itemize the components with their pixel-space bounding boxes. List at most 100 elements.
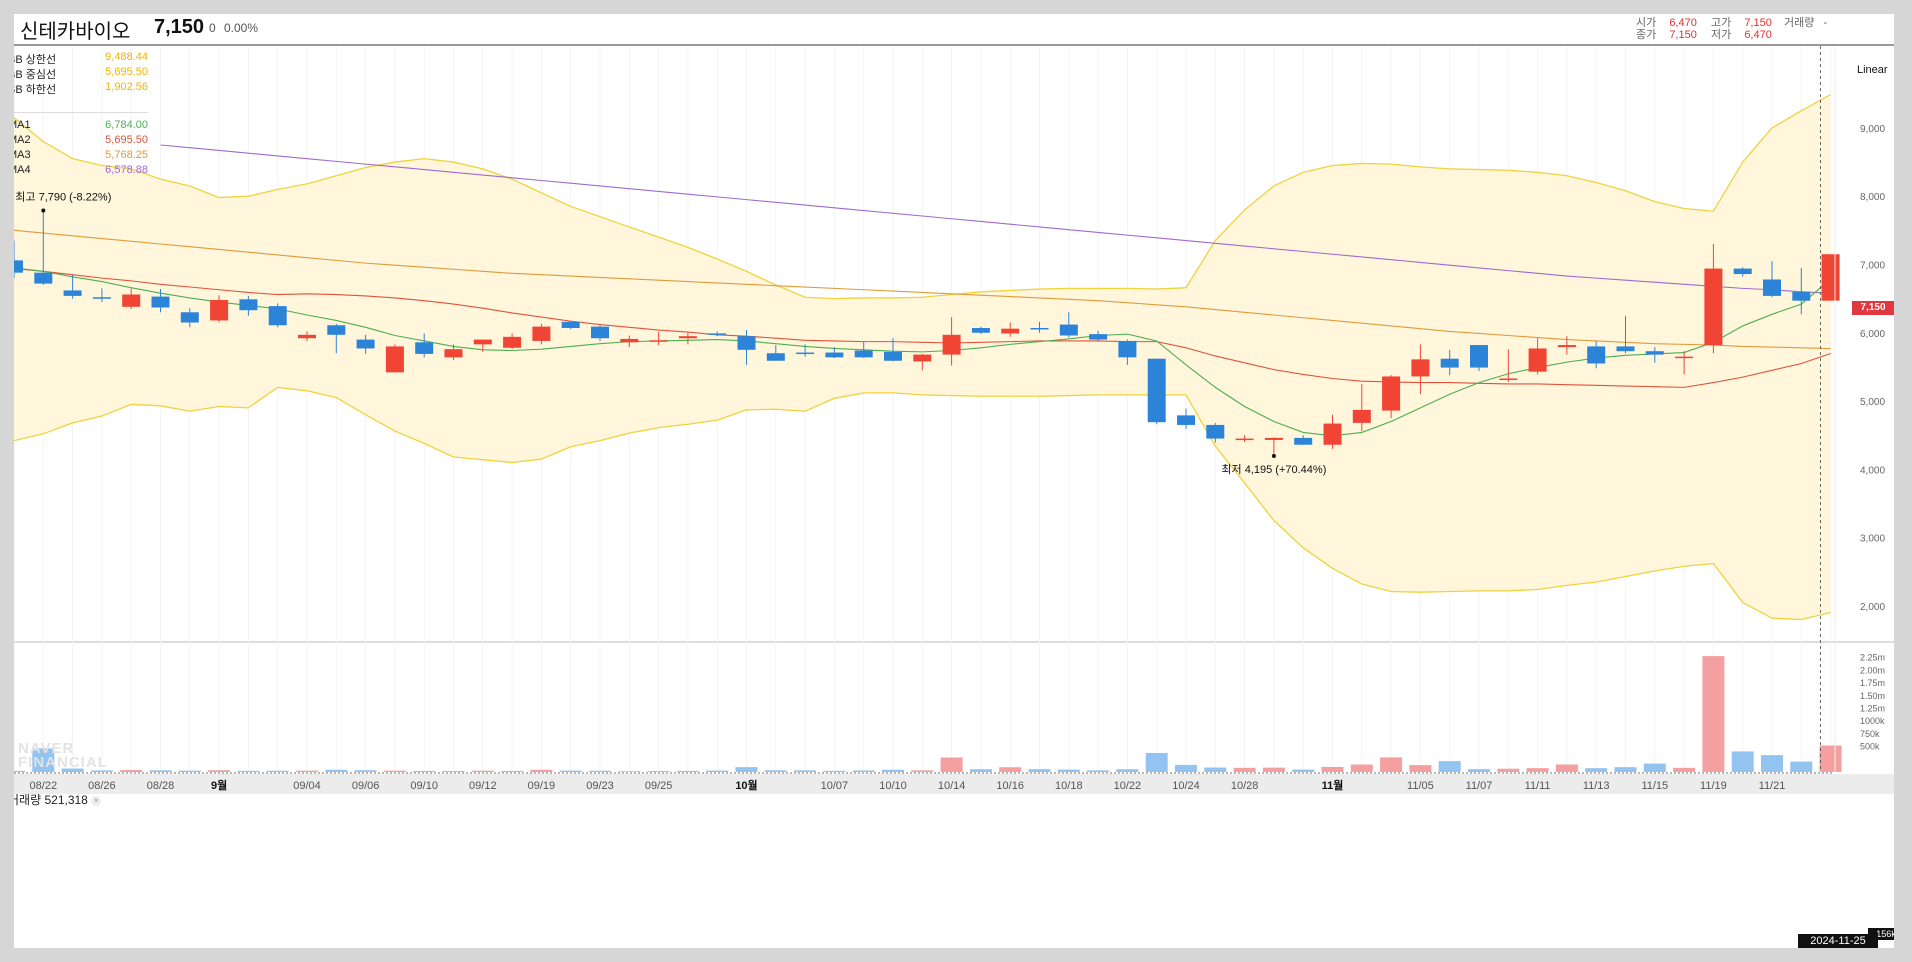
x-axis-bar xyxy=(14,774,1894,794)
volume-bar xyxy=(237,770,260,772)
current-price-tag: 7,150 xyxy=(1852,301,1894,315)
candle-body xyxy=(1440,358,1459,368)
x-tick-label: 11/07 xyxy=(1466,780,1493,792)
x-tick-label: 08/28 xyxy=(147,780,175,792)
volume-bar xyxy=(1409,765,1432,772)
chart-window: 2,000 3,000 4,000 5,000 6,000 7,000 8,000 9,000… xyxy=(14,14,1894,948)
volume-bar xyxy=(354,770,377,772)
volume-bar xyxy=(969,769,992,772)
volume-bar xyxy=(1468,769,1490,772)
candle-body xyxy=(884,351,902,361)
price-tick-label: 9,000 xyxy=(1860,124,1885,135)
legend-bb-upper[interactable]: BB 상한선 9,488.44 xyxy=(14,51,148,67)
candle-body xyxy=(1382,376,1401,411)
volume-bar xyxy=(559,770,582,772)
candle-body xyxy=(444,349,463,358)
volume-tick-label: 1.50m xyxy=(1860,691,1885,701)
volume-bar xyxy=(706,770,729,772)
price-tick-label: 2,000 xyxy=(1860,602,1885,613)
legend-value: 5,695.50 xyxy=(105,134,148,146)
price-tick-label: 4,000 xyxy=(1860,465,1885,476)
x-tick-label: 11/19 xyxy=(1700,780,1727,792)
legend-bb-middle[interactable]: BB 중심선 5,695.50 xyxy=(14,66,148,82)
legend-value: 5,768.25 xyxy=(105,149,148,161)
ma2-line xyxy=(14,268,1831,388)
candle-body xyxy=(913,354,932,362)
volume-bar xyxy=(911,770,934,772)
candle-body xyxy=(1177,415,1195,425)
candle-body xyxy=(1294,437,1313,445)
candle-body xyxy=(708,333,727,335)
candle-body xyxy=(1792,291,1811,301)
legend-ma4[interactable]: MA4 6,578.88 xyxy=(14,164,148,176)
volume-bar xyxy=(325,769,348,772)
close-value: 7,150 xyxy=(1669,29,1697,41)
volume-bar xyxy=(501,770,524,772)
price-chart[interactable]: 2,000 3,000 4,000 5,000 6,000 7,000 8,000 9,000… xyxy=(14,14,1894,948)
candle-body xyxy=(942,334,961,355)
candle-body xyxy=(854,350,873,358)
volume-panel-label: 거래량 521,318 × xyxy=(14,791,102,808)
candle-body xyxy=(210,299,229,321)
candle-body xyxy=(1587,346,1606,364)
volume-bar xyxy=(1790,761,1813,772)
volume-bar xyxy=(530,769,553,772)
high-annotation: 최고 7,790 (-8.22%) xyxy=(15,191,111,204)
candle-body xyxy=(473,339,492,345)
volume-bar xyxy=(1526,768,1549,772)
legend-ma1[interactable]: MA1 6,784.00 xyxy=(14,119,148,131)
low-label: 저가 xyxy=(1711,29,1732,41)
volume-bar xyxy=(1350,764,1373,772)
scale-toggle-button[interactable]: Linear xyxy=(1857,64,1888,76)
candle-body xyxy=(1821,254,1840,301)
candle-body xyxy=(1030,327,1049,330)
volume-bar xyxy=(1087,770,1110,772)
volume-bar xyxy=(1438,761,1461,772)
volume-bar xyxy=(14,770,25,772)
volume-bar xyxy=(1731,751,1754,772)
legend-bb-lower[interactable]: BB 하한선 1,902.56 xyxy=(14,81,148,97)
candle-body xyxy=(678,336,697,339)
close-icon[interactable]: × xyxy=(91,795,102,806)
close-label: 종가 xyxy=(1636,29,1657,41)
volume-bar xyxy=(1614,767,1637,772)
x-tick-label: 11/05 xyxy=(1407,780,1434,792)
candle-body xyxy=(385,346,404,373)
volume-tick-label: 500k xyxy=(1860,742,1880,752)
legend-value: 6,578.88 xyxy=(105,164,148,176)
legend-ma2[interactable]: MA2 5,695.50 xyxy=(14,134,148,146)
legend-ma3[interactable]: MA3 5,768.25 xyxy=(14,149,148,161)
x-tick-label: 11/15 xyxy=(1641,780,1668,792)
candle-body xyxy=(298,334,316,339)
candle-body xyxy=(971,327,990,333)
x-tick-label: 08/22 xyxy=(30,780,58,792)
candle-body xyxy=(1147,358,1166,423)
legend-label: BB 중심선 xyxy=(14,69,57,81)
volume-bar xyxy=(676,770,699,772)
volume-bar xyxy=(32,748,55,772)
volume-bar xyxy=(647,771,670,772)
ohlc-volume: 거래량 - xyxy=(1784,14,1827,30)
x-tick-label: 09/25 xyxy=(645,780,673,792)
candle-body xyxy=(122,294,141,307)
candle-body xyxy=(34,272,53,284)
candle-body xyxy=(92,297,111,299)
legend-label: MA3 xyxy=(14,149,31,161)
candle-body xyxy=(1470,345,1488,368)
candle-body xyxy=(1001,328,1020,334)
candle-body xyxy=(14,260,23,273)
candle-body xyxy=(1235,438,1254,441)
volume-tick-label: 1000k xyxy=(1860,716,1885,726)
volume-bar xyxy=(940,757,963,772)
volume-bar xyxy=(149,770,172,772)
volume-bar xyxy=(764,770,787,772)
candle-body xyxy=(766,353,785,361)
volume-bar xyxy=(1673,767,1696,772)
candle-body xyxy=(1323,423,1342,445)
volume-bar xyxy=(589,770,611,772)
x-tick-label: 11/13 xyxy=(1583,780,1610,792)
low-value: 6,470 xyxy=(1744,29,1772,41)
legend-label: BB 상한선 xyxy=(14,54,57,66)
volume-value: - xyxy=(1823,17,1828,29)
volume-bar xyxy=(1497,768,1520,772)
